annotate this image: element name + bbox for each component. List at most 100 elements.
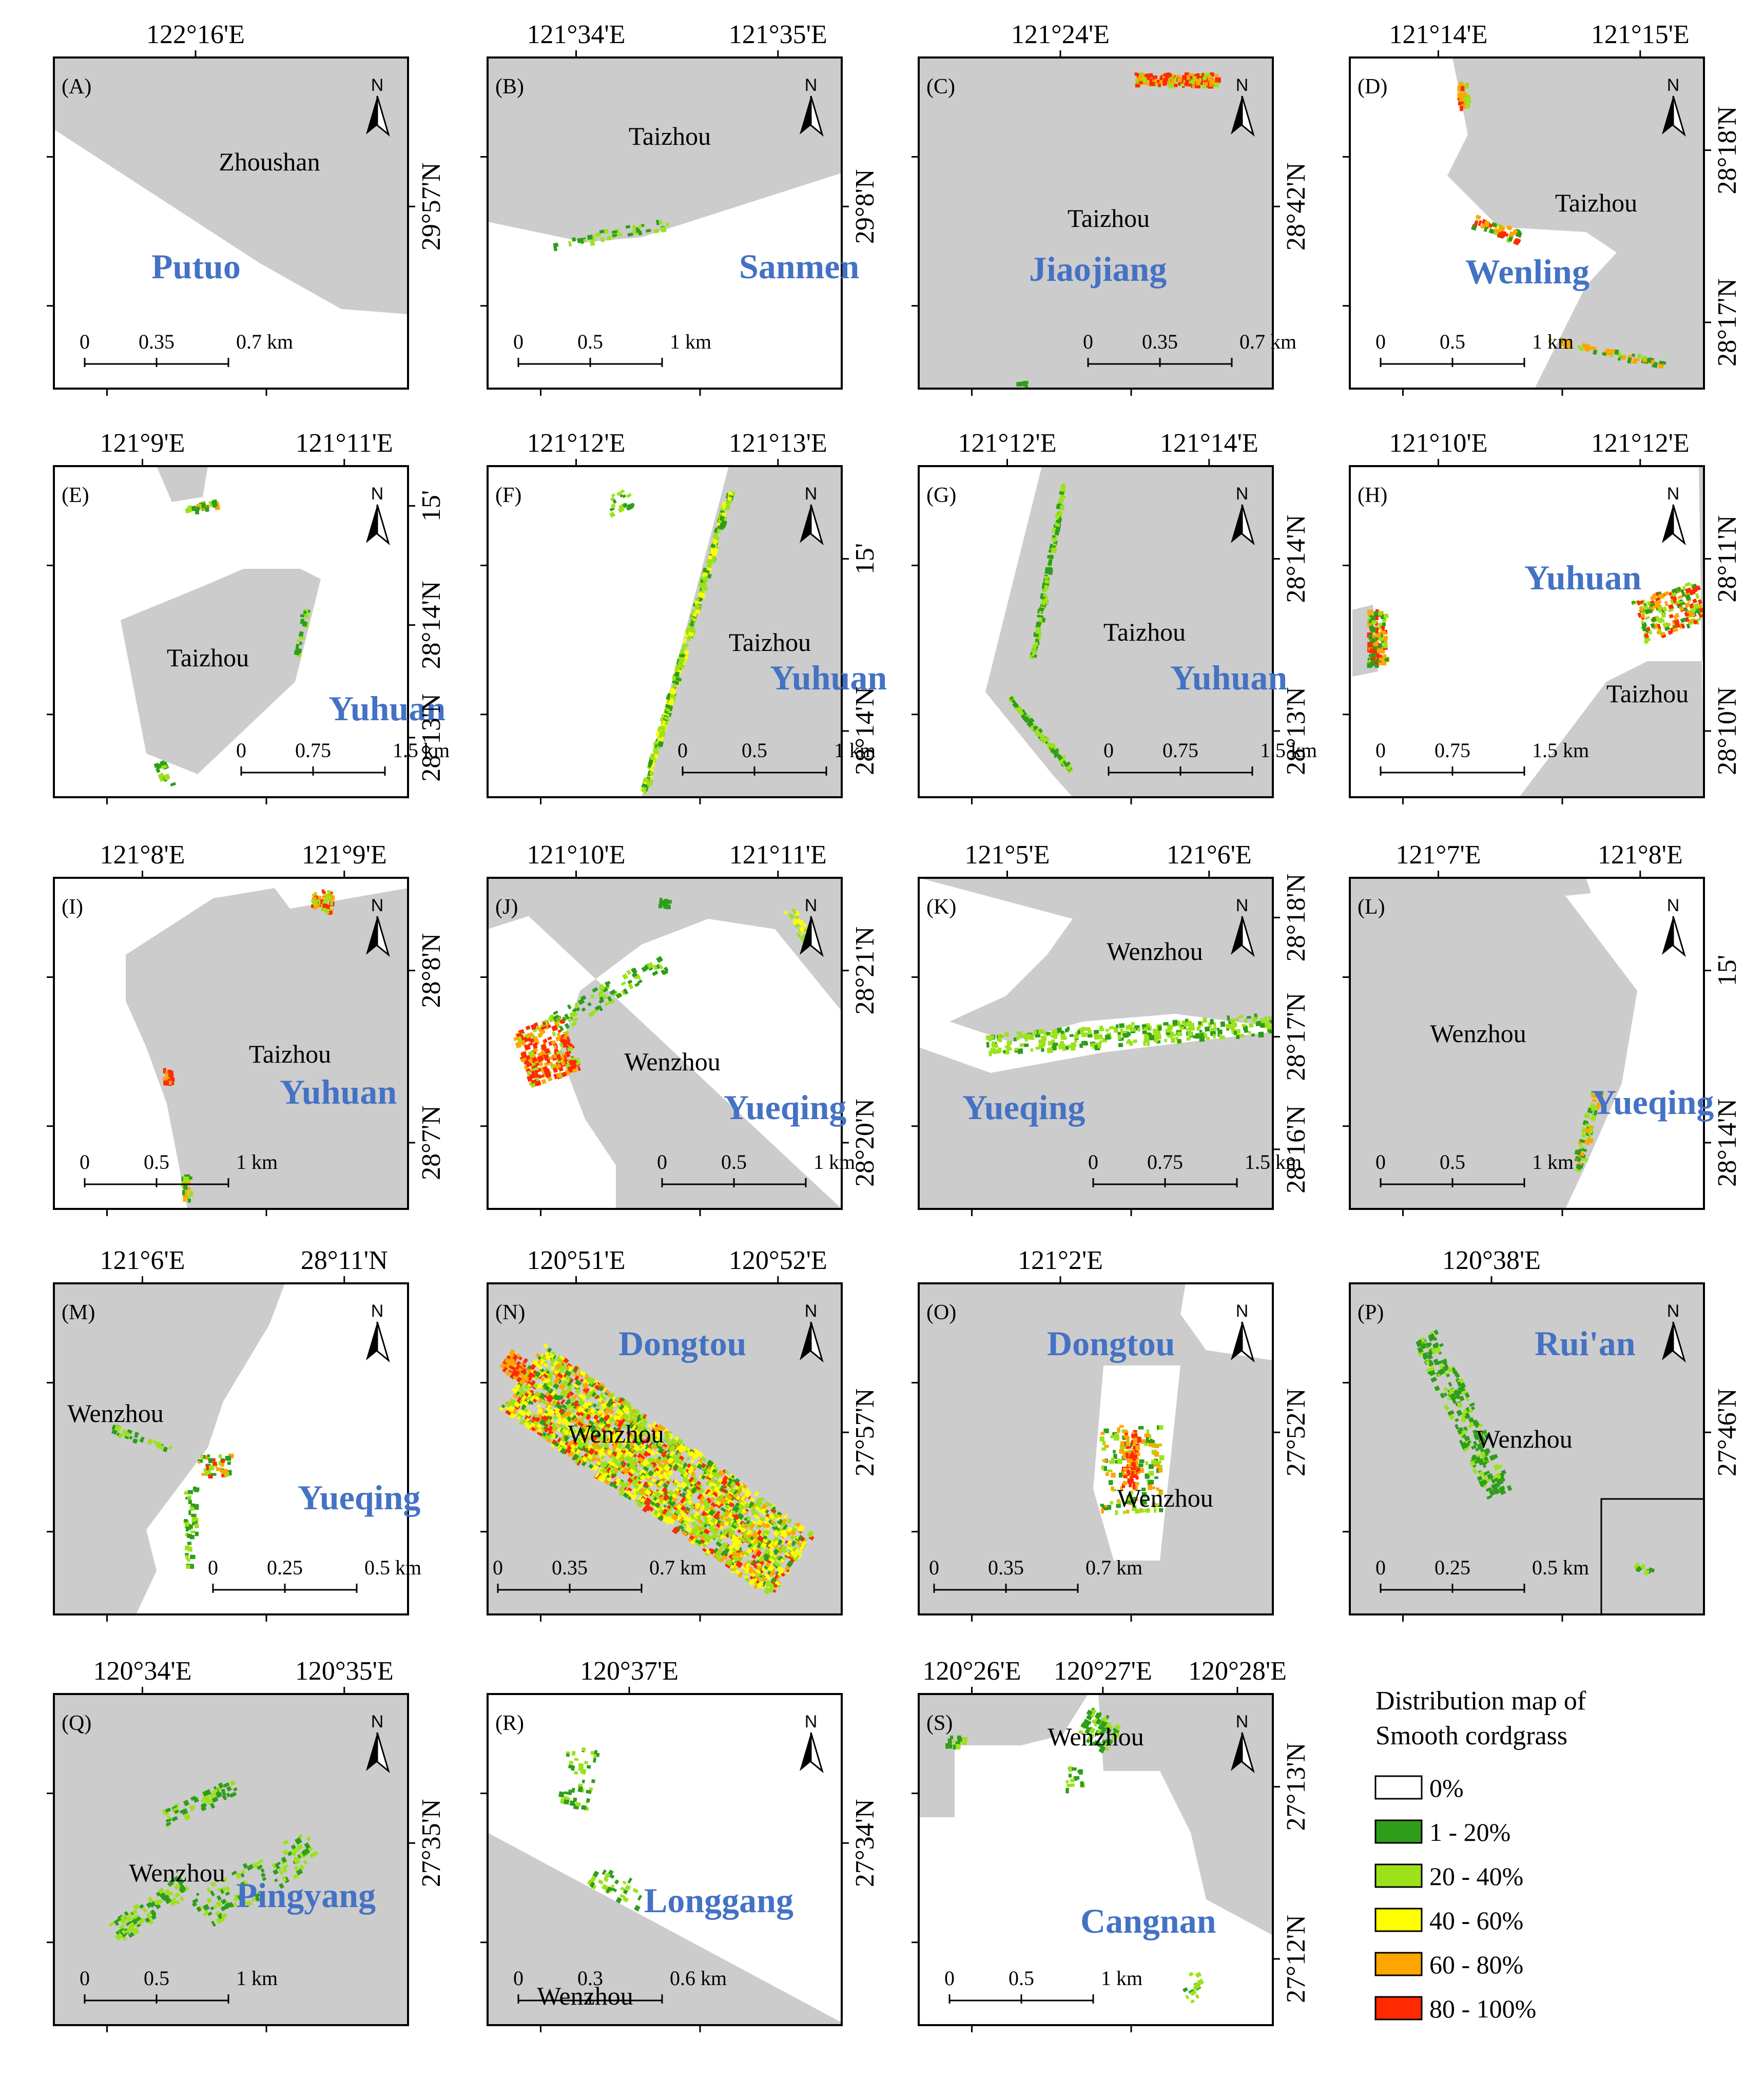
latitude-label: 28°11'N bbox=[1713, 515, 1742, 603]
panel-label: (O) bbox=[926, 1301, 956, 1324]
map-panel-m: (M) Wenzhou Yueqing N 0 0.25 0.5 km 121°6'E 28°1… bbox=[47, 1246, 421, 1622]
latitude-label: 28°10'N bbox=[1713, 687, 1742, 775]
longitude-label: 120°35'E bbox=[295, 1657, 394, 1686]
map-panel-i: (I) Taizhou Yuhuan N 0 0.5 1 km 121°8'E 121°9'E 2… bbox=[47, 840, 446, 1216]
cordgrass-patch bbox=[558, 1747, 600, 1811]
scale-label: 0.5 km bbox=[1532, 1556, 1589, 1579]
county-name: Yueqing bbox=[724, 1088, 846, 1127]
legend: Distribution map of Smooth cordgrass 0% 1 -… bbox=[1374, 1686, 1586, 2023]
latitude-label: 28°17'N bbox=[1282, 993, 1311, 1081]
county-name: Rui'an bbox=[1535, 1324, 1636, 1363]
longitude-label: 121°10'E bbox=[527, 840, 626, 870]
scale-bar: 0 0.5 1 km bbox=[657, 1150, 855, 1187]
cordgrass-patch bbox=[658, 897, 672, 910]
legend-item-label: 20 - 40% bbox=[1429, 1862, 1523, 1891]
north-arrow-icon: N bbox=[1231, 1712, 1255, 1774]
panel-label: (I) bbox=[62, 895, 83, 919]
panel-label: (S) bbox=[926, 1711, 953, 1735]
land-area bbox=[985, 466, 1273, 797]
scale-label: 0.5 bbox=[1440, 1150, 1465, 1173]
panel-frame bbox=[487, 1693, 843, 2026]
scale-label: 0.35 bbox=[1142, 330, 1178, 353]
scale-label: 0 bbox=[208, 1556, 218, 1579]
scale-label: 0.25 bbox=[267, 1556, 303, 1579]
scale-label: 1.5 km bbox=[393, 739, 450, 762]
land-area bbox=[919, 1032, 1273, 1209]
longitude-label: 121°15'E bbox=[1591, 20, 1690, 49]
panel-frame bbox=[487, 465, 843, 798]
legend-swatch bbox=[1374, 1775, 1423, 1800]
county-name: Yuhuan bbox=[770, 658, 887, 697]
scale-bar: 0 0.5 1 km bbox=[513, 330, 711, 367]
land-area bbox=[919, 878, 1273, 1042]
panel-label: (G) bbox=[926, 484, 956, 507]
latitude-label: 15' bbox=[1713, 955, 1742, 986]
scale-bar: 0 0.5 1 km bbox=[1375, 1150, 1574, 1187]
legend-title: Distribution map of bbox=[1375, 1686, 1586, 1716]
land-area bbox=[1350, 1283, 1704, 1614]
map-panel-d: (D) Taizhou Wenling N 0 0.5 1 km 121°14'E 121°15… bbox=[1343, 20, 1742, 396]
latitude-label: 27°12'N bbox=[1282, 1915, 1311, 2003]
map-panel-g: (G) Taizhou Yuhuan N 0 0.75 1.5 km 121°12'E 121°… bbox=[912, 429, 1317, 804]
latitude-label: 28°14'N bbox=[1713, 1099, 1742, 1187]
place-name: Zhoushan bbox=[219, 147, 320, 176]
longitude-label: 121°7'E bbox=[1396, 840, 1481, 870]
county-name: Yueqing bbox=[962, 1088, 1085, 1127]
county-name: Sanmen bbox=[739, 247, 859, 286]
scale-label: 1 km bbox=[670, 330, 711, 353]
north-arrow-icon: N bbox=[800, 1301, 824, 1363]
panel-label: (A) bbox=[62, 75, 91, 99]
scale-label: 0 bbox=[929, 1556, 939, 1579]
scale-label: 0 bbox=[1103, 739, 1114, 762]
latitude-label: 28°13'N bbox=[417, 694, 446, 782]
scale-label: 0.7 km bbox=[649, 1556, 706, 1579]
scale-bar: 0 0.35 0.7 km bbox=[80, 330, 293, 367]
north-arrow-icon: N bbox=[800, 75, 824, 137]
longitude-label: 121°14'E bbox=[1389, 20, 1488, 49]
latitude-label: 15' bbox=[417, 490, 446, 522]
north-label: N bbox=[805, 1301, 818, 1321]
panel-frame bbox=[53, 56, 409, 390]
scale-bar: 0 0.75 1.5 km bbox=[236, 739, 450, 776]
county-name: Jiaojiang bbox=[1029, 249, 1167, 288]
county-name: Yuhuan bbox=[1524, 558, 1641, 597]
longitude-label: 120°27'E bbox=[1054, 1657, 1152, 1686]
place-name: Taizhou bbox=[629, 122, 711, 150]
longitude-label: 121°6'E bbox=[1167, 840, 1252, 870]
north-arrow-icon: N bbox=[1662, 75, 1686, 137]
place-name: Wenzhou bbox=[129, 1858, 225, 1887]
cordgrass-patch bbox=[1574, 1090, 1604, 1173]
cordgrass-patch bbox=[198, 1453, 234, 1479]
legend-swatch bbox=[1374, 1908, 1423, 1932]
cordgrass-patch bbox=[499, 1349, 536, 1386]
scale-label: 0.75 bbox=[1162, 739, 1198, 762]
place-name: Wenzhou bbox=[1107, 937, 1203, 966]
scale-label: 0 bbox=[236, 739, 246, 762]
longitude-label: 121°24'E bbox=[1011, 20, 1110, 49]
latitude-label: 28°13'N bbox=[1282, 687, 1311, 775]
north-label: N bbox=[1236, 75, 1249, 95]
scale-bar: 0 0.3 0.6 km bbox=[513, 1967, 727, 2004]
place-name: Taizhou bbox=[1606, 679, 1689, 708]
scale-label: 0 bbox=[80, 1150, 90, 1173]
north-label: N bbox=[371, 896, 384, 915]
panel-frame bbox=[918, 465, 1274, 798]
north-arrow-icon: N bbox=[1231, 896, 1255, 957]
legend-swatch bbox=[1374, 1952, 1423, 1976]
cordgrass-patch bbox=[587, 1869, 643, 1912]
latitude-label: 28°17'N bbox=[1713, 278, 1742, 367]
scale-label: 0.25 bbox=[1435, 1556, 1470, 1579]
latitude-label: 29°57'N bbox=[417, 162, 446, 251]
scale-label: 0.5 bbox=[1440, 330, 1465, 353]
panel-label: (M) bbox=[62, 1301, 95, 1324]
cordgrass-patch bbox=[1471, 215, 1523, 246]
scale-bar: 0 0.25 0.5 km bbox=[208, 1556, 421, 1593]
north-label: N bbox=[1667, 1301, 1680, 1321]
north-arrow-icon: N bbox=[1662, 896, 1686, 957]
scale-bar: 0 0.5 1 km bbox=[677, 739, 876, 776]
land-area bbox=[919, 57, 1273, 389]
county-name: Putuo bbox=[151, 247, 241, 286]
legend-item-label: 80 - 100% bbox=[1429, 1994, 1536, 2023]
